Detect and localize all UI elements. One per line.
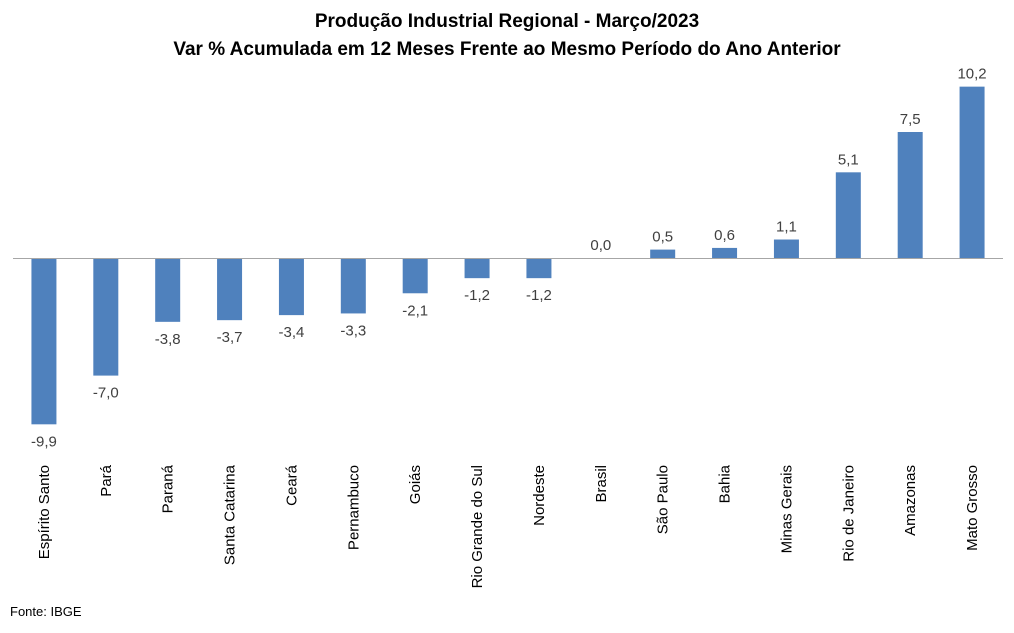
bar <box>712 247 738 258</box>
data-labels-group: -9,9 -7,0 -3,8 -3,7 -3,4 -3,3 -2,1 -1,2 -1,2 0,0 0… <box>31 66 987 451</box>
data-label: -3,3 <box>340 322 366 339</box>
data-label: -2,1 <box>402 302 428 319</box>
data-label: -1,2 <box>526 287 552 304</box>
data-label: -7,0 <box>93 385 119 402</box>
bar <box>278 258 304 316</box>
bar <box>155 258 181 322</box>
bar <box>340 258 366 314</box>
bar <box>464 258 490 279</box>
bar <box>93 258 119 376</box>
category-label: Rio de Janeiro <box>840 465 857 562</box>
data-label: -3,7 <box>217 329 243 346</box>
category-label: Santa Catarina <box>222 464 239 565</box>
category-label: São Paulo <box>655 465 672 534</box>
data-label: -1,2 <box>464 287 490 304</box>
category-label: Minas Gerais <box>778 465 795 553</box>
data-label: 0,6 <box>714 227 735 244</box>
bar <box>897 132 923 258</box>
chart-subtitle: Var % Acumulada em 12 Meses Frente ao Me… <box>173 39 841 60</box>
bar <box>402 258 428 294</box>
bar <box>526 258 552 279</box>
data-label: -9,9 <box>31 433 57 450</box>
data-label: 7,5 <box>900 111 921 128</box>
category-label: Ceará <box>283 464 300 506</box>
data-label: 5,1 <box>838 151 859 168</box>
category-label: Mato Grosso <box>964 465 981 551</box>
category-label: Bahia <box>717 464 734 503</box>
category-label: Amazonas <box>902 465 919 536</box>
category-label: Nordeste <box>531 465 548 526</box>
data-label: 0,5 <box>652 229 673 246</box>
bar <box>959 86 985 258</box>
source-note: Fonte: IBGE <box>10 604 82 619</box>
category-label: Brasil <box>593 465 610 503</box>
category-label: Paraná <box>160 464 177 513</box>
category-label: Goiás <box>407 465 424 504</box>
chart-title: Produção Industrial Regional - Março/202… <box>314 11 700 32</box>
data-label: 10,2 <box>957 66 986 83</box>
data-label: 0,0 <box>590 237 611 254</box>
bar <box>773 239 799 258</box>
category-label: Pernambuco <box>345 465 362 550</box>
category-label: Espírito Santo <box>36 465 53 559</box>
bar <box>217 258 243 321</box>
bar <box>835 172 861 258</box>
bar <box>31 258 57 425</box>
data-label: -3,8 <box>155 331 181 348</box>
category-labels-group: Espírito Santo Pará Paraná Santa Catarina Ce… <box>36 464 981 588</box>
bar <box>650 249 676 258</box>
category-label: Pará <box>98 464 115 496</box>
chart-title-block: Produção Industrial Regional - Março/202… <box>0 8 1014 64</box>
data-label: -3,4 <box>279 324 305 341</box>
category-label: Rio Grande do Sul <box>469 465 486 588</box>
data-label: 1,1 <box>776 219 797 236</box>
bars-group <box>31 86 985 425</box>
